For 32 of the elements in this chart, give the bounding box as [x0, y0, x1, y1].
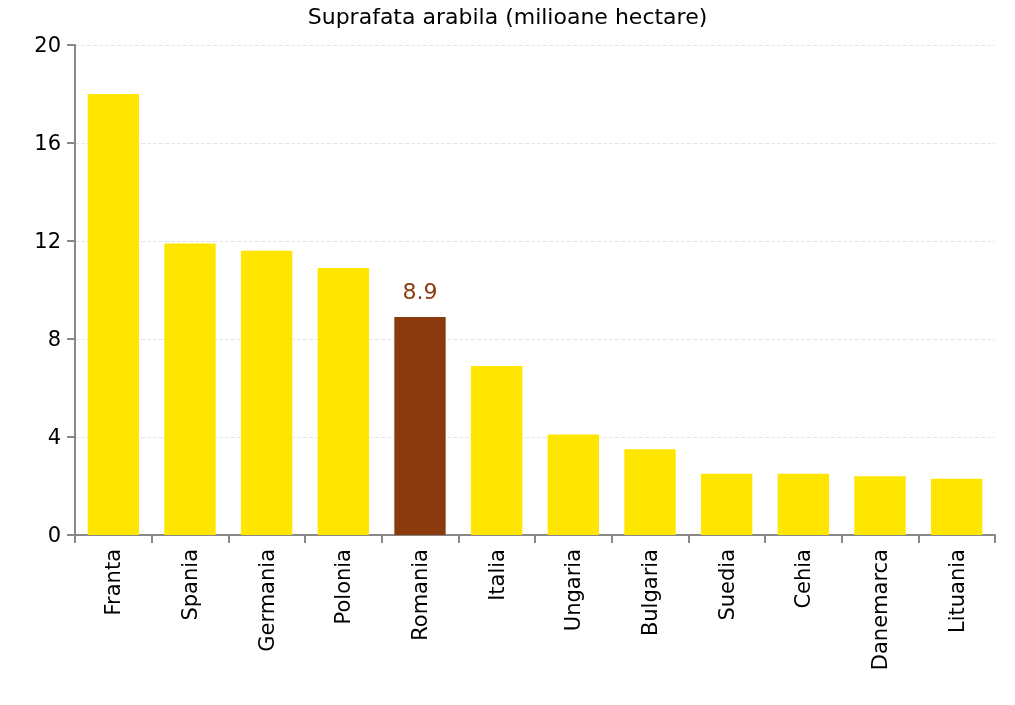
bar — [470, 365, 523, 535]
bar — [547, 434, 600, 535]
x-tick-label: Polonia — [331, 549, 356, 625]
bar — [164, 243, 216, 535]
y-tick-label: 8 — [47, 327, 61, 351]
bar — [777, 473, 830, 535]
y-tick-label: 12 — [34, 229, 61, 253]
x-tick-label: Suedia — [714, 549, 739, 621]
x-tick-label: Germania — [254, 549, 279, 652]
y-tick-label: 16 — [34, 131, 61, 155]
x-tick-label: Bulgaria — [638, 549, 662, 637]
y-tick-label: 4 — [47, 425, 61, 449]
chart-title: Suprafata arabila (milioane hectare) — [307, 3, 708, 29]
bar — [394, 316, 446, 535]
bar — [624, 449, 676, 535]
y-tick-label: 0 — [47, 523, 61, 547]
x-tick-label: Cehia — [791, 549, 816, 609]
bar — [930, 478, 983, 535]
x-tick-label: Romania — [408, 549, 432, 641]
data-label: 8.9 — [402, 279, 438, 305]
x-tick-label: Italia — [484, 549, 509, 601]
bar — [317, 267, 370, 535]
x-tick-label: Franta — [101, 549, 126, 616]
x-tick-label: Ungaria — [561, 549, 586, 632]
y-tick-label: 20 — [34, 33, 61, 57]
bar — [854, 476, 906, 535]
x-tick-label: Danemarca — [868, 549, 892, 671]
bar — [87, 94, 140, 535]
x-tick-label: Spania — [178, 549, 202, 621]
bar — [240, 250, 293, 535]
x-tick-label: Lituania — [944, 549, 969, 633]
bar — [700, 473, 753, 535]
